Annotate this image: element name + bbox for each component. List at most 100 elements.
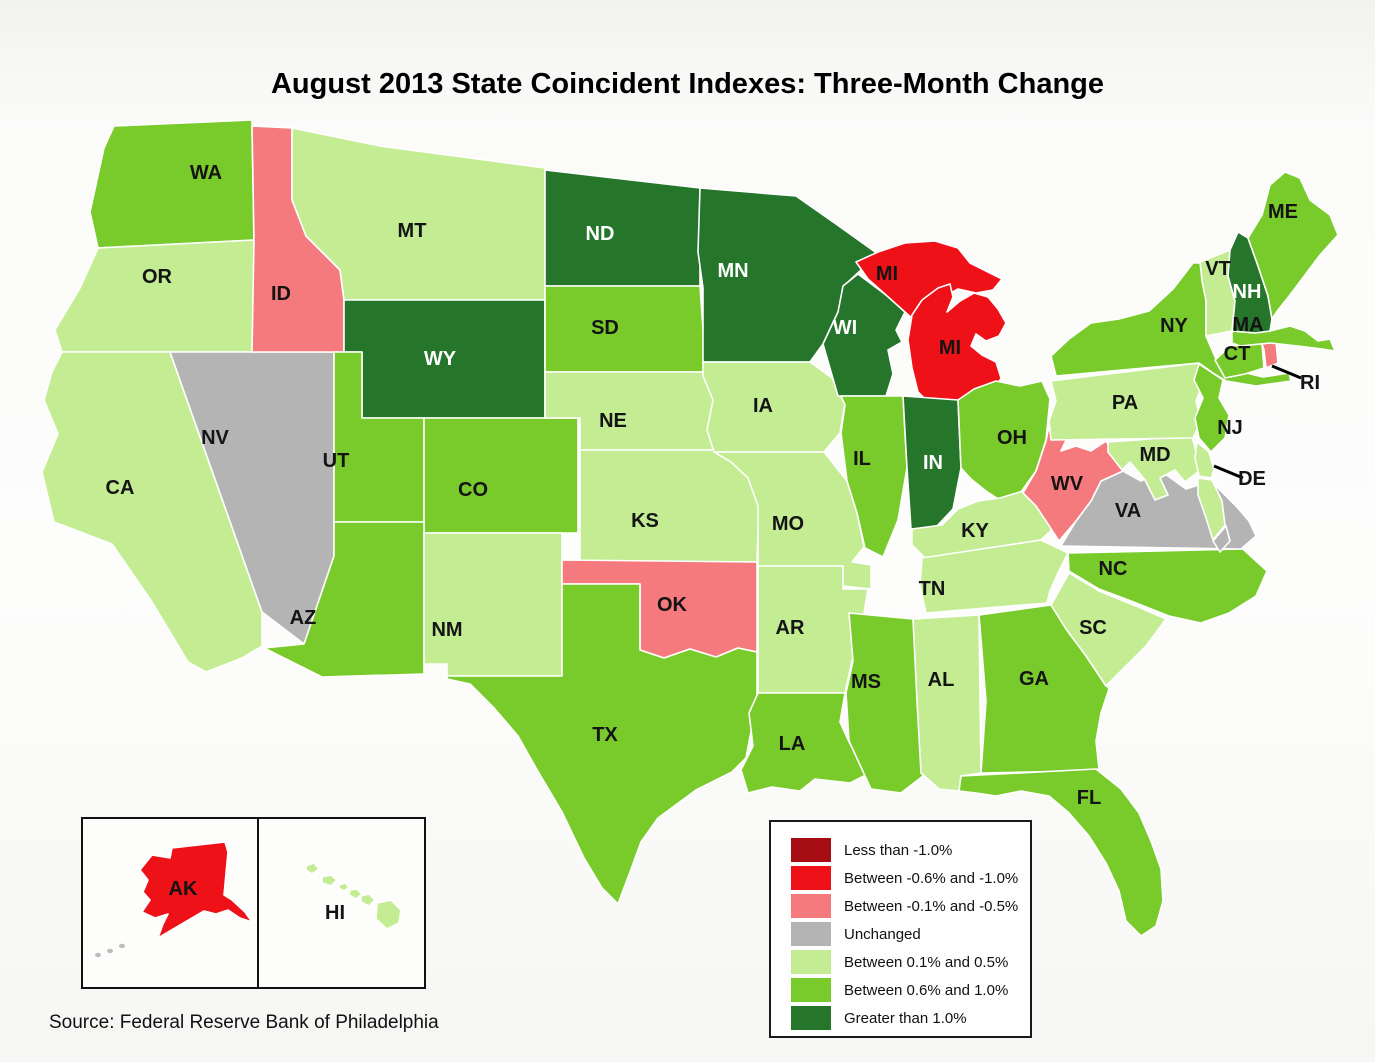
state-tx [446, 583, 758, 905]
state-label-nj: NJ [1217, 417, 1243, 439]
legend-label: Less than -1.0% [844, 841, 953, 859]
state-label-mn: MN [717, 260, 748, 282]
state-de [1194, 441, 1215, 479]
state-label-de: DE [1238, 468, 1266, 490]
state-label-al: AL [928, 669, 955, 691]
state-label-ct: CT [1224, 343, 1251, 365]
state-label-wi: WI [833, 317, 857, 339]
state-ca [41, 351, 263, 673]
state-label-ks: KS [631, 510, 659, 532]
state-label-oh: OH [997, 427, 1027, 449]
state-label-fl: FL [1077, 787, 1101, 809]
state-al [912, 614, 982, 792]
state-label-wy: WY [424, 348, 457, 370]
legend-item: Between 0.1% and 0.5% [791, 948, 1030, 976]
state-me [1247, 171, 1339, 320]
state-sd [544, 285, 707, 373]
state-label-ok: OK [657, 594, 688, 616]
state-label-mi: MI [876, 263, 898, 285]
state-label-ma: MA [1232, 314, 1263, 336]
legend-item: Between -0.1% and -0.5% [791, 892, 1030, 920]
state-label-mi: MI [939, 337, 961, 359]
state-label-id: ID [271, 283, 291, 305]
state-label-ms: MS [851, 671, 881, 693]
state-la [740, 692, 893, 794]
source-note: Source: Federal Reserve Bank of Philadel… [49, 1012, 439, 1033]
state-label-in: IN [923, 452, 943, 474]
state-sc [1050, 572, 1167, 687]
state-label-va: VA [1115, 500, 1141, 522]
state-nh [1227, 231, 1273, 334]
state-mi [907, 283, 1007, 407]
state-label-ia: IA [753, 395, 773, 417]
legend-label: Greater than 1.0% [844, 1009, 967, 1027]
state-hi [348, 888, 363, 900]
state-ny [1050, 262, 1292, 387]
figure-title: August 2013 State Coincident Indexes: Th… [270, 68, 1105, 100]
state-tn [919, 539, 1069, 614]
state-label-nm: NM [431, 619, 462, 641]
legend-label: Between 0.6% and 1.0% [844, 981, 1009, 999]
legend-swatch [791, 922, 831, 946]
state-label-la: LA [779, 733, 806, 755]
hawaii-inset-box [257, 817, 426, 989]
legend-swatch [791, 894, 831, 918]
state-label-mt: MT [398, 220, 427, 242]
state-hi [375, 899, 402, 930]
state-label-mo: MO [772, 513, 804, 535]
legend-item: Less than -1.0% [791, 836, 1030, 864]
state-hi [305, 862, 320, 875]
state-label-ut: UT [323, 450, 350, 472]
state-wv [1022, 420, 1124, 542]
state-label-wa: WA [190, 162, 222, 184]
state-label-or: OR [142, 266, 173, 288]
state-label-pa: PA [1112, 392, 1138, 414]
state-hi [321, 874, 338, 887]
legend-label: Between -0.6% and -1.0% [844, 869, 1019, 887]
state-label-sd: SD [591, 317, 619, 339]
state-va [1212, 525, 1231, 553]
state-label-ky: KY [961, 520, 989, 542]
state-md [1197, 477, 1226, 541]
state-label-sc: SC [1079, 617, 1107, 639]
state-label-co: CO [458, 479, 488, 501]
state-ak [139, 841, 253, 939]
state-label-tn: TN [919, 578, 946, 600]
legend: Less than -1.0% Between -0.6% and -1.0% Be… [769, 820, 1032, 1038]
state-label-me: ME [1268, 201, 1298, 223]
state-or [54, 239, 259, 353]
state-fl [958, 768, 1164, 937]
state-label-il: IL [853, 448, 871, 470]
state-ks [579, 449, 761, 563]
legend-label: Between 0.1% and 0.5% [844, 953, 1009, 971]
state-label-tx: TX [592, 724, 618, 746]
state-label-hi: HI [325, 902, 345, 924]
state-label-nh: NH [1233, 281, 1262, 303]
state-mi [855, 240, 1003, 320]
state-co [423, 417, 579, 534]
state-label-md: MD [1139, 444, 1170, 466]
state-label-ri: RI [1300, 372, 1320, 394]
aleutian-island-dot [107, 948, 113, 954]
state-wa [89, 119, 255, 249]
aleutian-island-dot [95, 952, 101, 958]
de-callout-line [1213, 464, 1244, 480]
state-label-ak: AK [169, 878, 198, 900]
legend-item: Between 0.6% and 1.0% [791, 976, 1030, 1004]
legend-item: Greater than 1.0% [791, 1004, 1030, 1032]
legend-swatch [791, 950, 831, 974]
legend-swatch [791, 978, 831, 1002]
legend-item: Unchanged [791, 920, 1030, 948]
state-label-az: AZ [290, 607, 317, 629]
state-ma [1231, 325, 1336, 352]
state-ia [702, 361, 846, 453]
aleutian-island-dot [119, 943, 125, 949]
state-hi [360, 893, 376, 907]
legend-label: Between -0.1% and -0.5% [844, 897, 1019, 915]
legend-swatch [791, 1006, 831, 1030]
legend-swatch [791, 838, 831, 862]
state-nj [1193, 363, 1230, 453]
state-label-ny: NY [1160, 315, 1188, 337]
state-label-ca: CA [106, 477, 135, 499]
